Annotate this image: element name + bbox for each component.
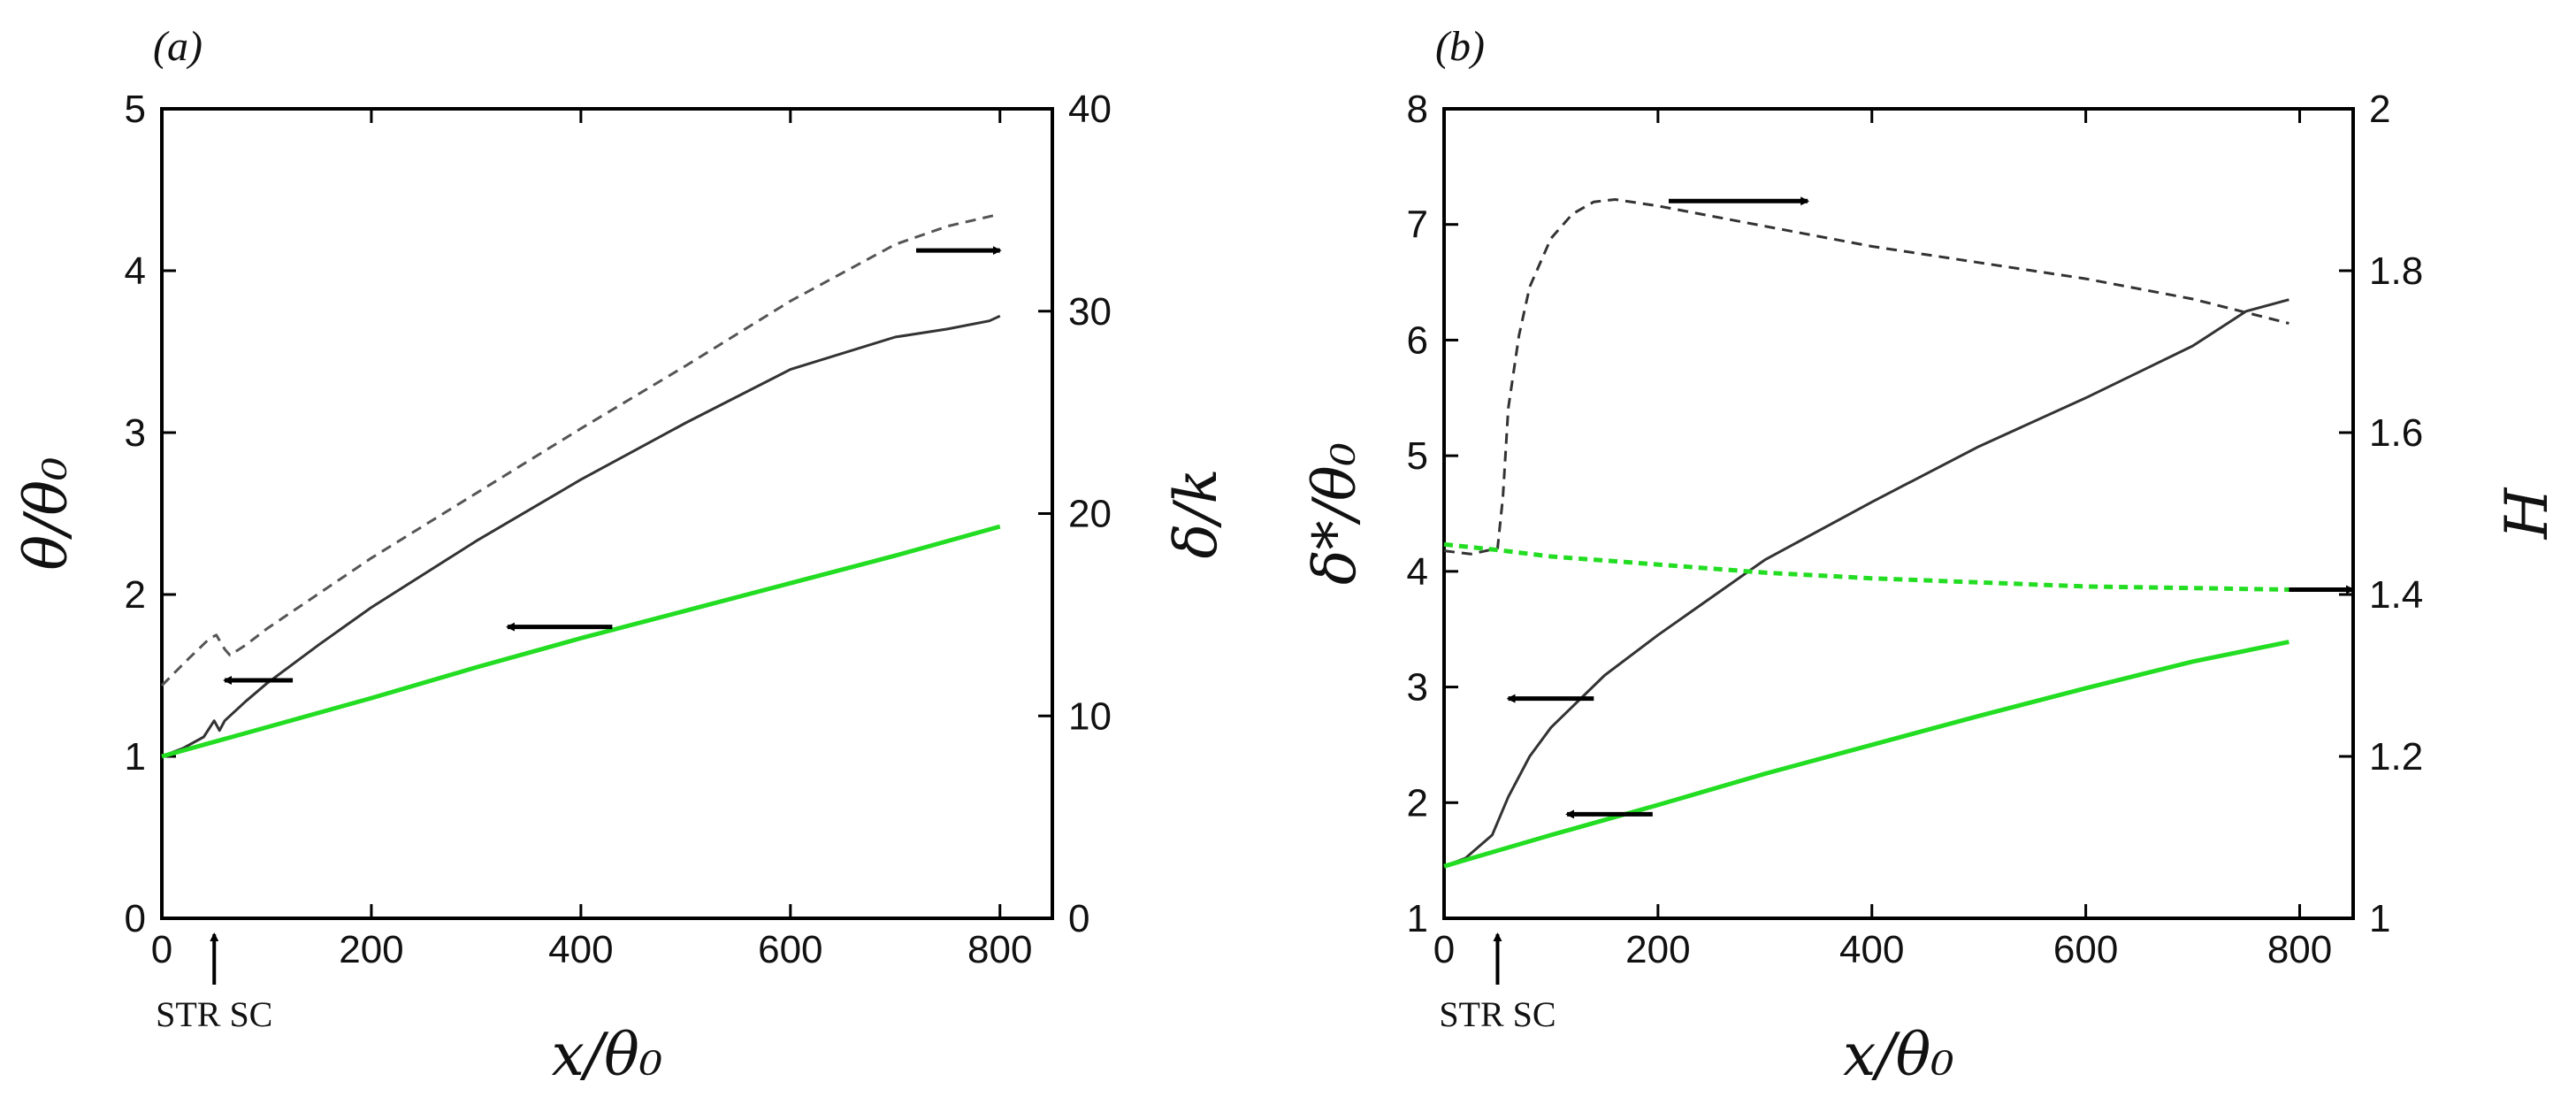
y-left-tick-label: 2	[125, 573, 146, 617]
x-axis-label: x/θ₀	[552, 1021, 663, 1089]
y-right-tick-label: 1	[2369, 897, 2390, 940]
y-right-axis-label: H	[2493, 487, 2561, 540]
x-tick-label: 200	[1625, 928, 1690, 971]
panel-b: (b) 0 200 400 600 800 1 2 3 4 5 6 7 8 1 1.2 1.4 1.6 1.8 2 x/…	[1301, 23, 2561, 1089]
x-tick-label: 600	[758, 928, 822, 971]
panel-label: (a)	[153, 23, 203, 70]
y-right-tick-label: 0	[1068, 897, 1089, 940]
panel-a: (a) 0 200 400 600 800 0 1 2 3 4 5 0 10 20 30 40 x/θ₀ θ/θ₀ δ…	[12, 23, 1230, 1089]
y-right-tick-label: 1.8	[2369, 249, 2423, 293]
plot-frame	[1442, 107, 2355, 920]
series-line-theta-smooth	[161, 524, 1001, 759]
y-left-tick-label: 3	[125, 411, 146, 455]
y-left-tick-label: 3	[1407, 666, 1428, 710]
y-left-tick-label: 5	[1407, 434, 1428, 478]
y-left-axis-label: δ*/θ₀	[1301, 442, 1369, 585]
y-left-tick-label: 4	[125, 249, 146, 293]
series-line-H-smooth	[1443, 541, 2289, 592]
x-tick-label: 800	[2267, 928, 2332, 971]
y-right-tick-label: 2	[2369, 88, 2390, 131]
x-axis-label: x/θ₀	[1843, 1021, 1954, 1089]
x-tick-label: 800	[967, 928, 1032, 971]
y-left-axis-label: θ/θ₀	[12, 456, 80, 570]
y-left-tick-label: 5	[125, 88, 146, 131]
x-tick-label: 0	[1433, 928, 1455, 971]
panel-label: (b)	[1435, 23, 1485, 70]
y-right-tick-label: 1.6	[2369, 411, 2423, 455]
x-tick-label: 400	[548, 928, 613, 971]
y-right-axis-label: δ/k	[1162, 469, 1230, 559]
series-line-deltastar-smooth	[1443, 640, 2289, 869]
y-left-tick-label: 4	[1407, 550, 1428, 594]
y-right-tick-label: 1.4	[2369, 573, 2423, 617]
series-line-H-rough	[1443, 198, 2289, 556]
y-left-tick-label: 2	[1407, 781, 1428, 825]
series-line-delta-rough	[160, 212, 1001, 687]
y-left-tick-label: 1	[1407, 897, 1428, 940]
y-left-tick-label: 0	[125, 897, 146, 940]
series-line-theta-rough	[161, 314, 1001, 758]
y-right-tick-label: 20	[1068, 493, 1112, 536]
plot-frame	[160, 107, 1054, 920]
x-tick-label: 200	[339, 928, 403, 971]
series-line-deltastar-rough	[1443, 298, 2289, 868]
x-tick-label: 400	[1839, 928, 1904, 971]
y-left-tick-label: 8	[1407, 88, 1428, 131]
x-tick-label: 600	[2053, 928, 2118, 971]
y-right-tick-label: 30	[1068, 290, 1112, 334]
y-right-tick-label: 10	[1068, 694, 1112, 738]
y-left-tick-label: 6	[1407, 318, 1428, 362]
str-sc-label: STR SC	[1439, 994, 1556, 1034]
str-sc-label: STR SC	[156, 994, 272, 1034]
y-right-tick-label: 1.2	[2369, 735, 2423, 779]
y-left-tick-label: 1	[125, 735, 146, 779]
y-right-tick-label: 40	[1068, 88, 1112, 131]
x-tick-label: 0	[151, 928, 172, 971]
y-left-tick-label: 7	[1407, 203, 1428, 247]
